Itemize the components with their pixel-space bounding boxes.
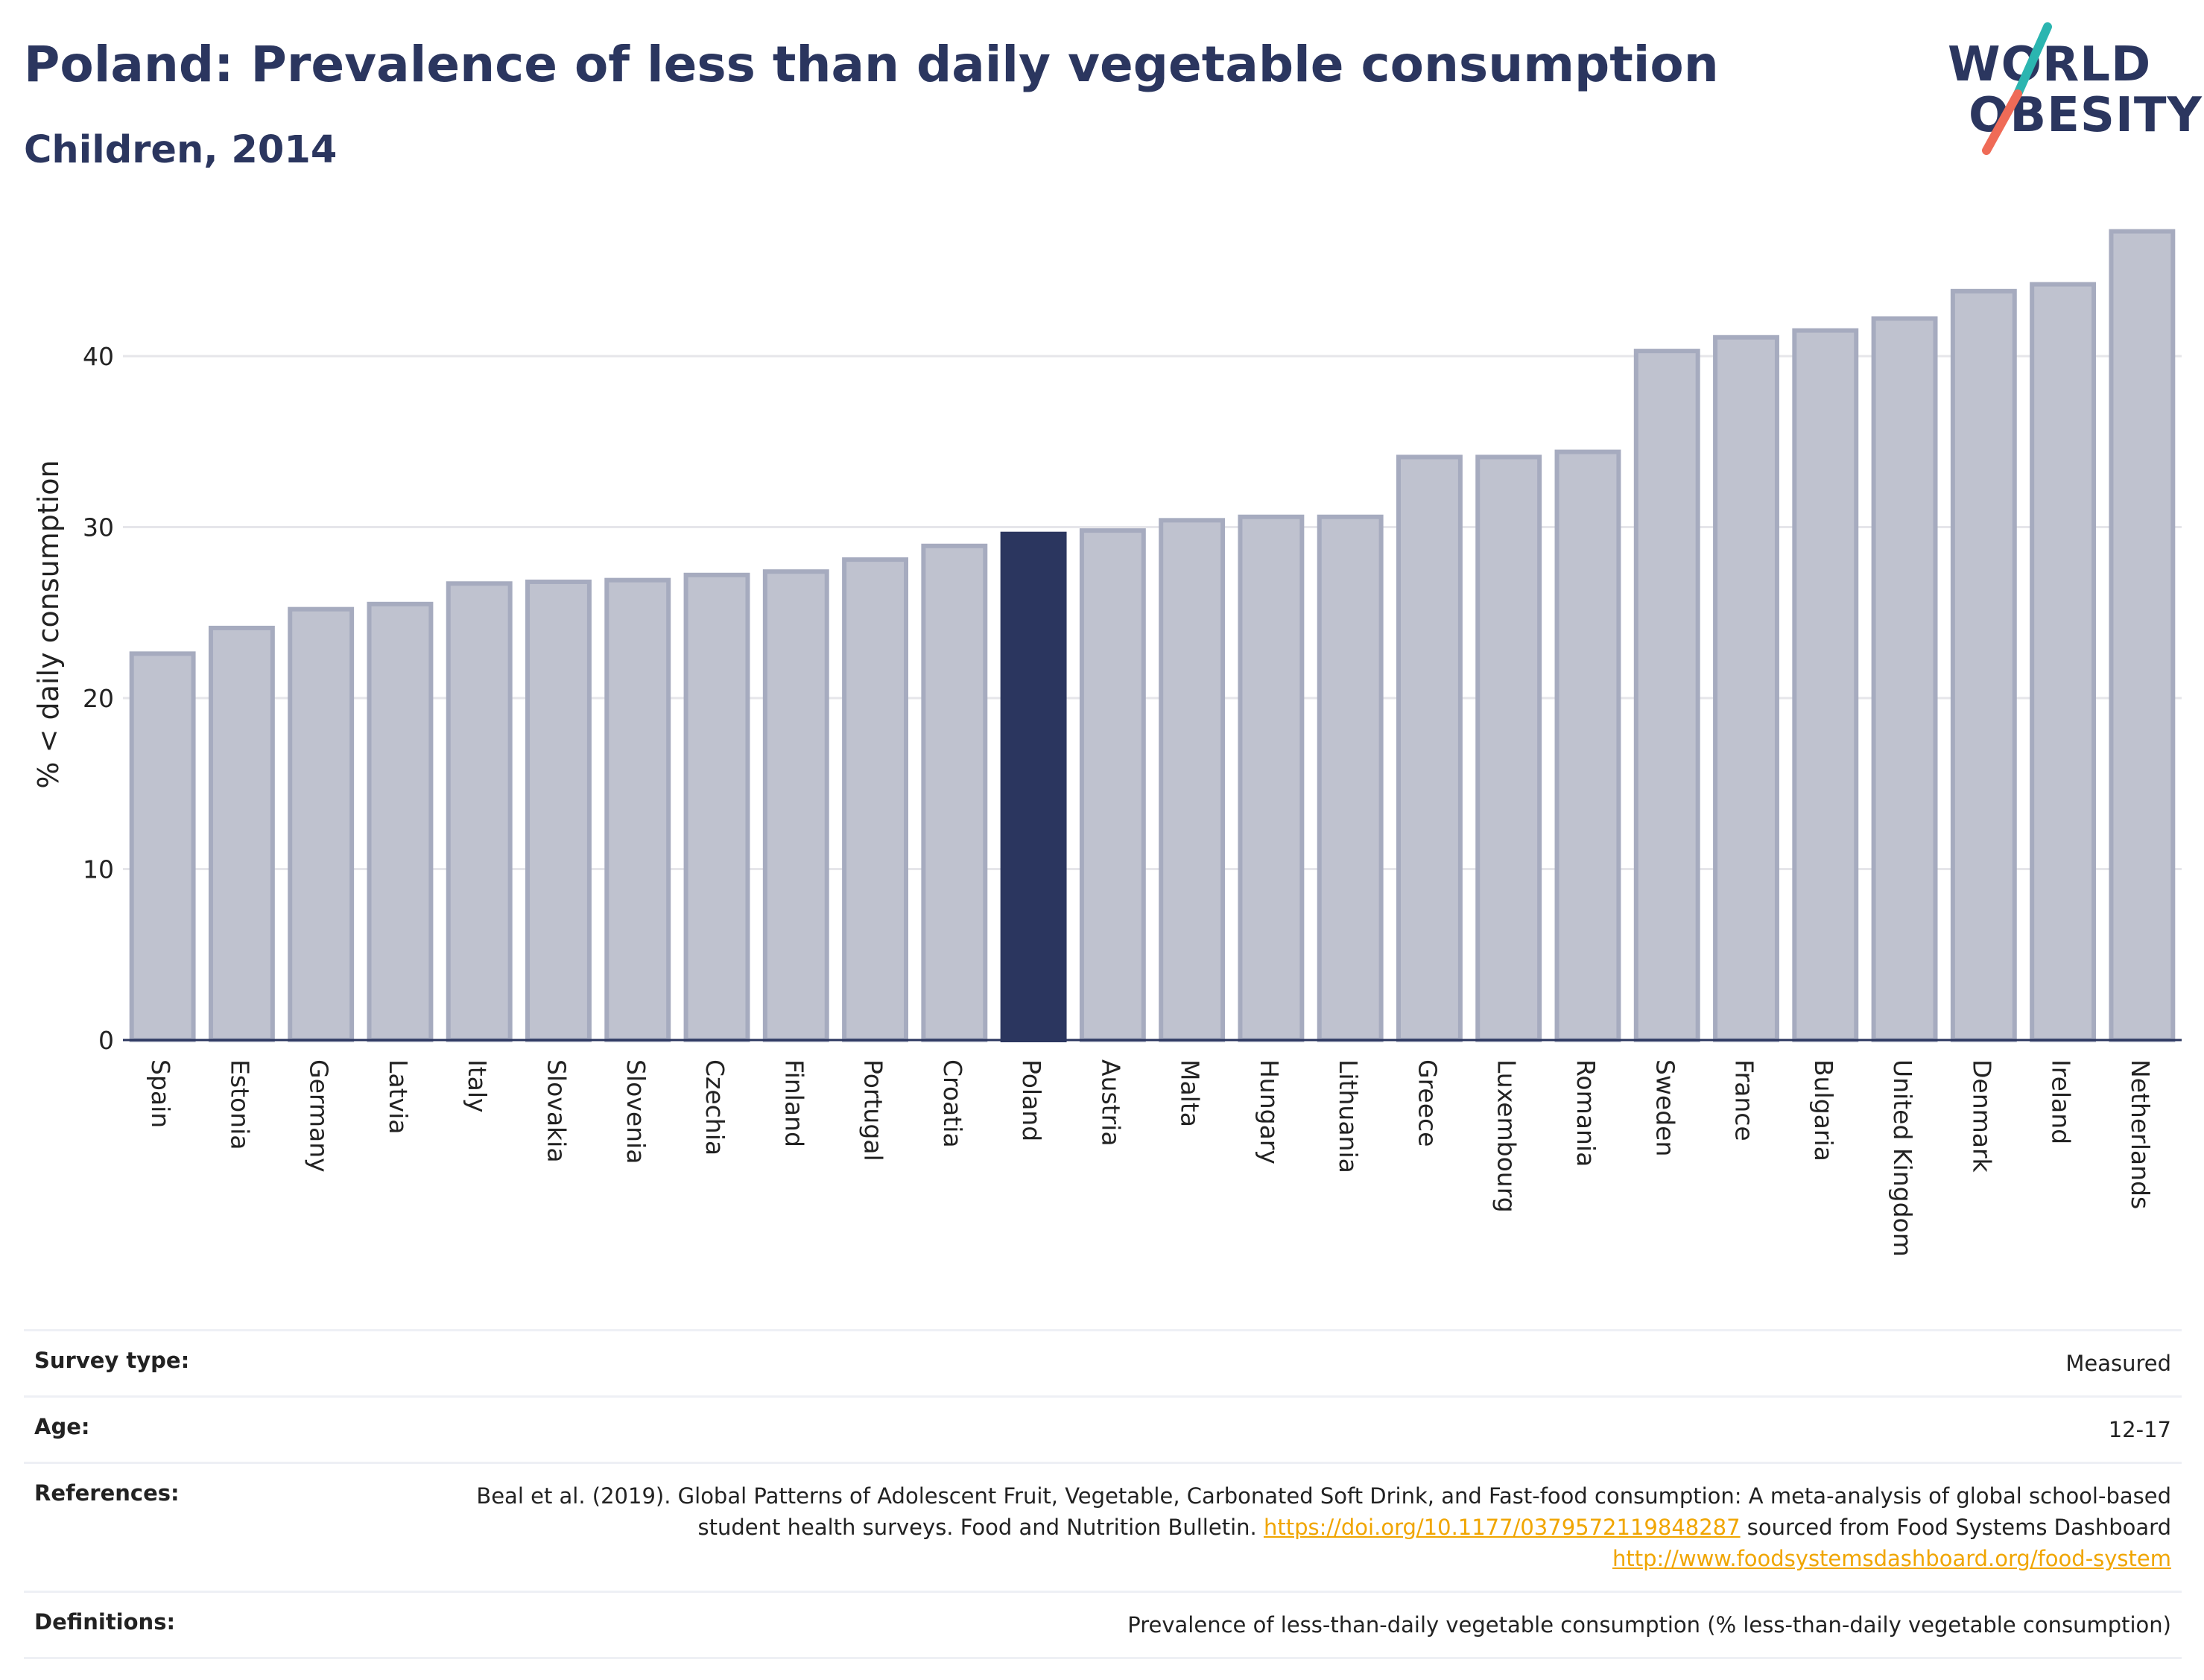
metadata-value: Prevalence of less-than-daily vegetable … bbox=[1127, 1612, 2171, 1638]
page-title: Poland: Prevalence of less than daily ve… bbox=[24, 36, 1719, 93]
x-tick-label: Czechia bbox=[700, 1059, 729, 1156]
metadata-key: Age: bbox=[34, 1414, 90, 1440]
bar-austria[interactable] bbox=[1079, 528, 1146, 1042]
axes: 0 10 20 30 40 Spain Estonia Germany Latvia Italy S… bbox=[83, 342, 2182, 1257]
bar-lithuania[interactable] bbox=[1317, 514, 1384, 1042]
x-tick-label: Luxembourg bbox=[1492, 1059, 1521, 1213]
y-axis-label: % < daily consumption bbox=[32, 460, 65, 788]
bar-netherlands[interactable] bbox=[2109, 229, 2176, 1042]
y-tick-label: 30 bbox=[83, 513, 114, 542]
metadata-key: Survey type: bbox=[34, 1348, 190, 1373]
y-tick-label: 10 bbox=[83, 855, 114, 884]
x-tick-label: Bulgaria bbox=[1809, 1059, 1838, 1161]
x-tick-label: Hungary bbox=[1255, 1059, 1284, 1164]
x-tick-label: Ireland bbox=[2047, 1059, 2076, 1144]
x-tick-label: Romania bbox=[1571, 1059, 1600, 1167]
bar-hungary[interactable] bbox=[1238, 514, 1305, 1042]
x-tick-label: United Kingdom bbox=[1888, 1059, 1917, 1257]
bar-denmark[interactable] bbox=[1950, 288, 2017, 1042]
metadata-value: Beal et al. (2019). Global Patterns of A… bbox=[417, 1463, 2182, 1592]
bar-sweden[interactable] bbox=[1633, 349, 1700, 1042]
y-tick-label: 0 bbox=[98, 1026, 114, 1055]
bar-chart: 0 10 20 30 40 Spain Estonia Germany Latvia Italy S… bbox=[32, 229, 2182, 1257]
y-tick-label: 40 bbox=[83, 342, 114, 371]
x-tick-label: Austria bbox=[1096, 1059, 1125, 1147]
bar-italy[interactable] bbox=[446, 581, 513, 1042]
x-tick-label: Spain bbox=[146, 1059, 175, 1128]
x-tick-label: Malta bbox=[1176, 1059, 1205, 1127]
x-tick-label: Poland bbox=[1017, 1059, 1046, 1141]
page-subtitle: Children, 2014 bbox=[24, 128, 338, 172]
x-tick-label: Slovenia bbox=[621, 1059, 650, 1164]
world-obesity-logo: WORLD OBESITY bbox=[1937, 22, 2202, 156]
reference-link[interactable]: http://www.foodsystemsdashboard.org/food… bbox=[1612, 1546, 2171, 1572]
reference-text: sourced from Food Systems Dashboard bbox=[1740, 1515, 2171, 1541]
bars bbox=[129, 229, 2176, 1042]
x-tick-label: Greece bbox=[1413, 1059, 1442, 1147]
metadata-row: Definitions: Prevalence of less-than-dail… bbox=[24, 1591, 2182, 1658]
x-tick-label: Portugal bbox=[859, 1059, 888, 1161]
metadata-row: Age: 12-17 bbox=[24, 1396, 2182, 1463]
bar-romania[interactable] bbox=[1554, 449, 1621, 1042]
bar-poland[interactable] bbox=[1000, 531, 1067, 1042]
x-tick-label: Latvia bbox=[384, 1059, 413, 1134]
metadata-key: Definitions: bbox=[34, 1609, 176, 1635]
bar-spain[interactable] bbox=[129, 651, 196, 1042]
bar-luxembourg[interactable] bbox=[1475, 454, 1542, 1042]
x-tick-label: France bbox=[1730, 1059, 1759, 1141]
bar-germany[interactable] bbox=[288, 606, 355, 1042]
y-tick-label: 20 bbox=[83, 684, 114, 713]
bar-finland[interactable] bbox=[762, 569, 829, 1042]
x-tick-label: Lithuania bbox=[1334, 1059, 1363, 1173]
x-tick-label: Denmark bbox=[1967, 1059, 1996, 1173]
x-tick-label: Slovakia bbox=[542, 1059, 571, 1163]
x-tick-label: Estonia bbox=[225, 1059, 254, 1150]
bar-croatia[interactable] bbox=[921, 543, 988, 1042]
metadata-key: References: bbox=[34, 1480, 180, 1506]
bar-malta[interactable] bbox=[1159, 518, 1226, 1042]
logo-slash-icon bbox=[1982, 22, 2052, 155]
bar-france[interactable] bbox=[1713, 335, 1779, 1042]
bar-latvia[interactable] bbox=[367, 601, 434, 1042]
bar-bulgaria[interactable] bbox=[1792, 328, 1859, 1042]
metadata-row: References: Beal et al. (2019). Global Pa… bbox=[24, 1462, 2182, 1592]
reference-text: Beal et al. (2019). Global Patterns of A… bbox=[476, 1483, 2171, 1541]
bar-estonia[interactable] bbox=[208, 625, 275, 1042]
x-tick-label: Sweden bbox=[1650, 1059, 1679, 1156]
bar-slovakia[interactable] bbox=[525, 579, 592, 1042]
x-tick-label: Finland bbox=[779, 1059, 808, 1147]
reference-link[interactable]: https://doi.org/10.1177/0379572119848287 bbox=[1263, 1515, 1741, 1541]
bar-portugal[interactable] bbox=[842, 557, 909, 1042]
metadata-value: 12-17 bbox=[2108, 1417, 2171, 1443]
bar-czechia[interactable] bbox=[683, 572, 750, 1042]
bar-greece[interactable] bbox=[1396, 454, 1463, 1042]
x-tick-label: Netherlands bbox=[2126, 1059, 2155, 1209]
x-tick-label: Italy bbox=[463, 1059, 492, 1113]
logo-text-line1: WORLD bbox=[1948, 37, 2152, 92]
x-tick-label: Germany bbox=[305, 1059, 334, 1173]
metadata-row: Survey type: Measured bbox=[24, 1330, 2182, 1397]
metadata-table: Survey type: Measured Age: 12-17 References:… bbox=[24, 1329, 2182, 1659]
bar-united-kingdom[interactable] bbox=[1871, 316, 1938, 1042]
metadata-value: Measured bbox=[2065, 1351, 2171, 1376]
x-tick-label: Croatia bbox=[938, 1059, 967, 1148]
bar-slovenia[interactable] bbox=[604, 577, 671, 1042]
bar-ireland[interactable] bbox=[2030, 282, 2097, 1042]
